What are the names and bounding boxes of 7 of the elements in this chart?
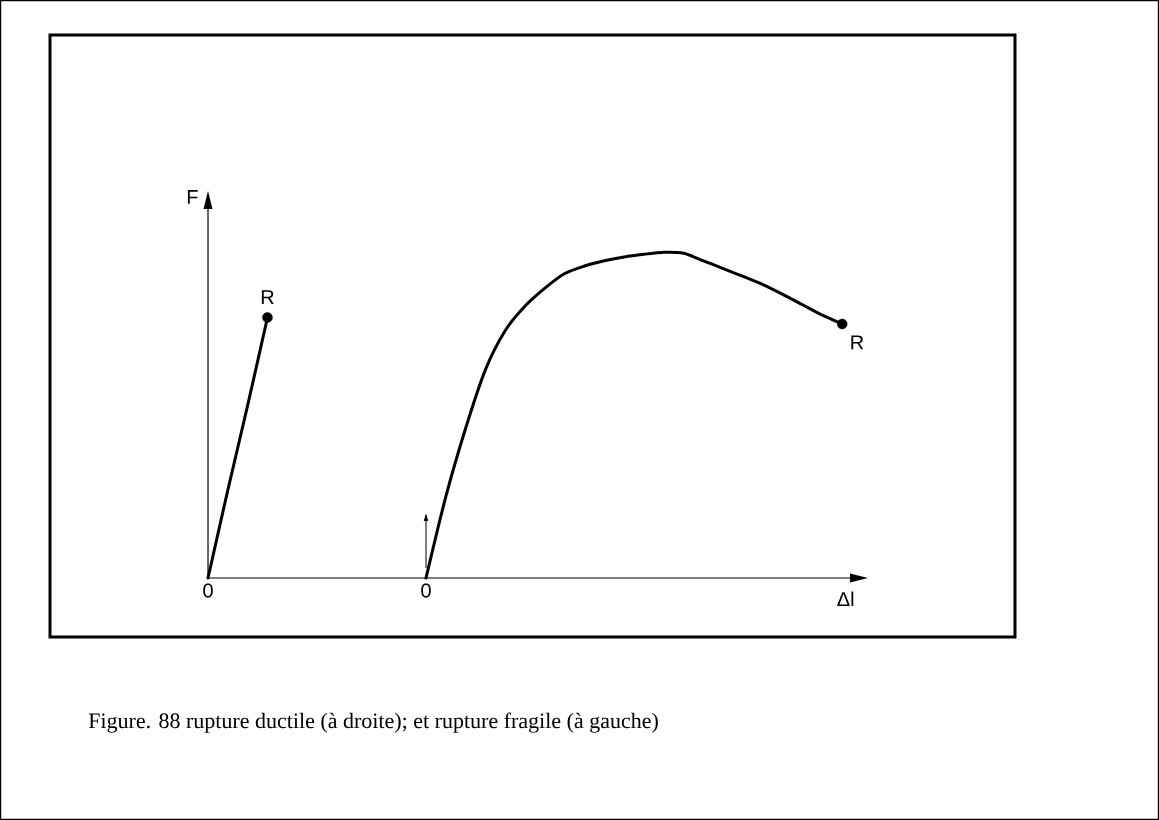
x-axis-title: Δl — [837, 591, 854, 606]
x-tick-label: 0 — [421, 583, 431, 598]
x-tick-label: 0 — [203, 583, 213, 598]
series-label: R — [261, 290, 274, 304]
text: Figure. 88 rupture ductile (à droite); et rupture fragile (à gauche) — [88, 712, 658, 733]
y-axis-title: F — [187, 190, 198, 204]
series-label: R — [851, 335, 864, 350]
